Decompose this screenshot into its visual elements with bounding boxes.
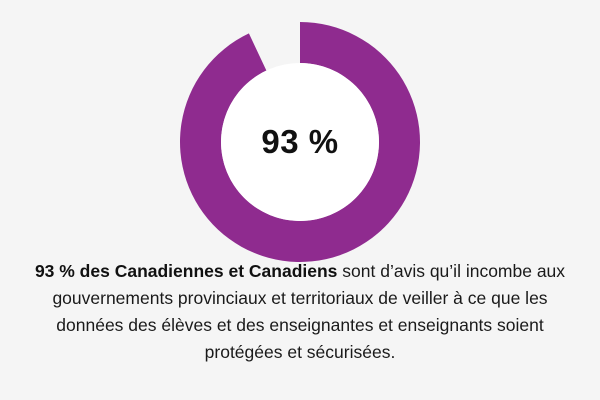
donut-slice-filled bbox=[179, 22, 420, 262]
caption-bold: 93 % des Canadiennes et Canadiens bbox=[34, 261, 338, 281]
donut-inner-circle bbox=[221, 63, 379, 221]
center-percentage-label: 93 % bbox=[261, 123, 339, 160]
donut-chart: 93 % bbox=[178, 20, 422, 264]
caption-rest: sont d’avis qu’il incombe aux gouverneme… bbox=[52, 261, 566, 362]
donut-chart-svg bbox=[178, 20, 422, 264]
caption-text: 93 % des Canadiennes et Canadiens sont d… bbox=[20, 258, 580, 366]
